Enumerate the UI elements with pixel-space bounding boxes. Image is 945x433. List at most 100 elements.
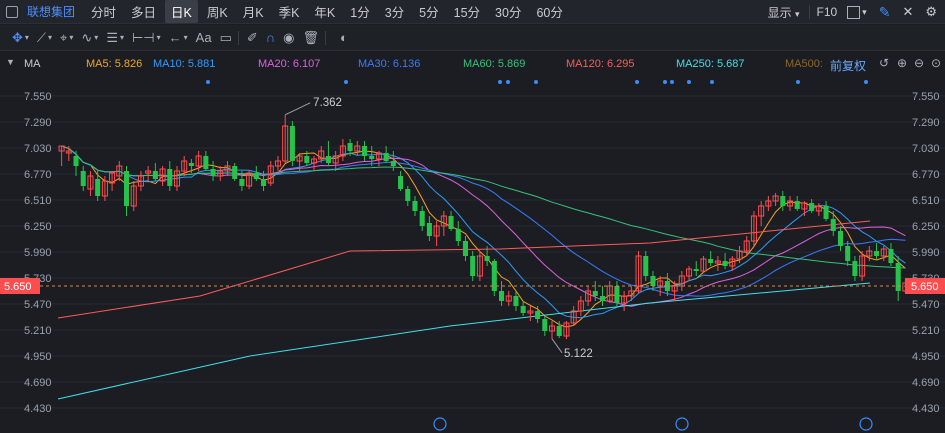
kline-chart[interactable]: 7.550 7.550 7.290 7.290 7.030 7.030 6.770 6.770… [0, 76, 945, 433]
candle-body [866, 250, 873, 257]
candle-body [137, 175, 144, 187]
candle-body [563, 322, 570, 337]
display-dropdown[interactable]: 显示 ▾ [767, 5, 800, 20]
low-label: 5.122 [564, 348, 593, 360]
candle-body [750, 215, 757, 242]
tab-9[interactable]: 5分 [419, 6, 439, 20]
y-tick-right: 5.210 [912, 325, 940, 337]
candle-body [101, 180, 108, 197]
event-dot [344, 80, 348, 84]
text-tool-button[interactable]: Aa [195, 30, 212, 45]
ma-label[interactable]: MA [24, 58, 41, 70]
chevron-down-icon[interactable]: ▾ [69, 33, 74, 42]
comment-icon[interactable]: ▭ [219, 29, 232, 45]
y-tick-left: 6.770 [24, 169, 52, 181]
right-controls: 显示 ▾ F10 ▾ ✎ ✕ ⚙ [768, 0, 945, 24]
candle-body [217, 170, 224, 177]
low-pointer [551, 338, 563, 354]
chevron-down-icon[interactable]: ▾ [156, 33, 161, 42]
ma5-line [61, 145, 906, 328]
toggle-icon[interactable]: ◐ [339, 30, 348, 45]
y-tick-right: 7.550 [912, 91, 940, 103]
candle-body [592, 291, 598, 296]
event-circle-icon [433, 417, 447, 431]
candle-body [664, 281, 670, 291]
candle-body [499, 291, 505, 301]
y-tick-left: 4.690 [24, 377, 52, 389]
tab-2[interactable]: 日K [165, 0, 198, 23]
candle-body [823, 206, 829, 219]
stock-name[interactable]: 联想集团 [27, 5, 76, 19]
event-dot [687, 80, 691, 84]
candle-body [888, 249, 894, 263]
candle-body [412, 201, 418, 211]
collapse-chevron-icon[interactable]: ▼ [6, 57, 15, 67]
tab-11[interactable]: 30分 [495, 6, 522, 20]
candle-body [426, 223, 432, 236]
event-dot [534, 80, 538, 84]
y-tick-left: 7.290 [24, 117, 52, 129]
candle-body [845, 246, 851, 261]
fibonacci-tool-icon[interactable]: ☰ [106, 29, 118, 45]
range-tool-icon[interactable]: ⊢⊣ [131, 29, 155, 45]
polyline-tool-icon[interactable]: ⌖ [60, 29, 68, 45]
zoom-in-icon[interactable]: ⊕ [897, 56, 908, 70]
ma-lines [57, 145, 906, 400]
line-tool-icon[interactable]: ⟋ [36, 29, 47, 45]
y-tick-right: 6.770 [912, 169, 940, 181]
undo-icon[interactable]: ↺ [879, 56, 890, 70]
y-tick-left: 4.430 [24, 403, 52, 415]
candle-body [743, 240, 750, 252]
eye-icon[interactable]: ◉ [283, 29, 295, 45]
pen-icon[interactable]: ✎ [878, 3, 891, 20]
tab-8[interactable]: 3分 [384, 6, 405, 20]
arrow-tool-icon[interactable]: ← [168, 30, 182, 45]
y-tick-right: 4.690 [912, 377, 940, 389]
candle-body [606, 285, 613, 302]
chart-grid: 7.550 7.550 7.290 7.290 7.030 7.030 6.770 6.770… [0, 91, 945, 415]
chevron-down-icon[interactable]: ▾ [183, 33, 188, 42]
tab-5[interactable]: 季K [278, 6, 300, 20]
tab-1[interactable]: 多日 [131, 6, 157, 20]
chevron-down-icon[interactable]: ▾ [94, 33, 99, 42]
candle-body [470, 256, 476, 276]
tab-3[interactable]: 周K [206, 6, 228, 20]
candle-body [830, 219, 836, 231]
more-icon[interactable]: ⊙ [931, 56, 942, 70]
tab-7[interactable]: 1分 [350, 6, 370, 20]
event-dot [710, 80, 714, 84]
tab-10[interactable]: 15分 [453, 6, 481, 20]
current-price-tag-right [905, 278, 945, 294]
candle-body [621, 295, 628, 304]
tab-0[interactable]: 分时 [91, 6, 117, 20]
magnet-icon[interactable]: ∩ [265, 30, 276, 45]
trash-icon[interactable]: 🗑 [302, 29, 319, 45]
chevron-down-icon[interactable]: ▾ [48, 33, 53, 42]
y-tick-left: 6.510 [24, 195, 52, 207]
settings-icon[interactable]: ⚙ [925, 4, 937, 19]
chevron-down-icon[interactable]: ▾ [24, 33, 29, 42]
zoom-out-icon[interactable]: ⊖ [914, 56, 925, 70]
wave-tool-icon[interactable]: ∿ [81, 29, 93, 45]
layout-square-icon[interactable] [847, 5, 861, 19]
candle-body [535, 311, 541, 319]
candle-body [347, 143, 353, 151]
adjust-button[interactable]: 前复权 [830, 59, 867, 73]
tab-6[interactable]: 年K [314, 6, 336, 20]
close-icon[interactable]: ✕ [902, 4, 914, 19]
tab-4[interactable]: 月K [242, 6, 264, 20]
event-dot [506, 80, 510, 84]
candle-body [700, 258, 707, 272]
y-tick-left: 5.210 [24, 325, 52, 337]
eraser-pen-icon[interactable]: ✐ [246, 29, 258, 45]
f10-button[interactable]: F10 [816, 5, 838, 19]
chevron-down-icon[interactable]: ▾ [862, 6, 867, 17]
candle-body [880, 248, 887, 257]
select-checkbox[interactable] [6, 5, 18, 18]
move-cross-icon[interactable]: ✥ [12, 29, 23, 45]
tab-12[interactable]: 60分 [536, 6, 563, 20]
y-tick-right: 4.950 [912, 351, 940, 363]
candle-body [95, 179, 101, 196]
chevron-down-icon[interactable]: ▾ [119, 33, 124, 42]
event-circle-icon [675, 417, 689, 431]
